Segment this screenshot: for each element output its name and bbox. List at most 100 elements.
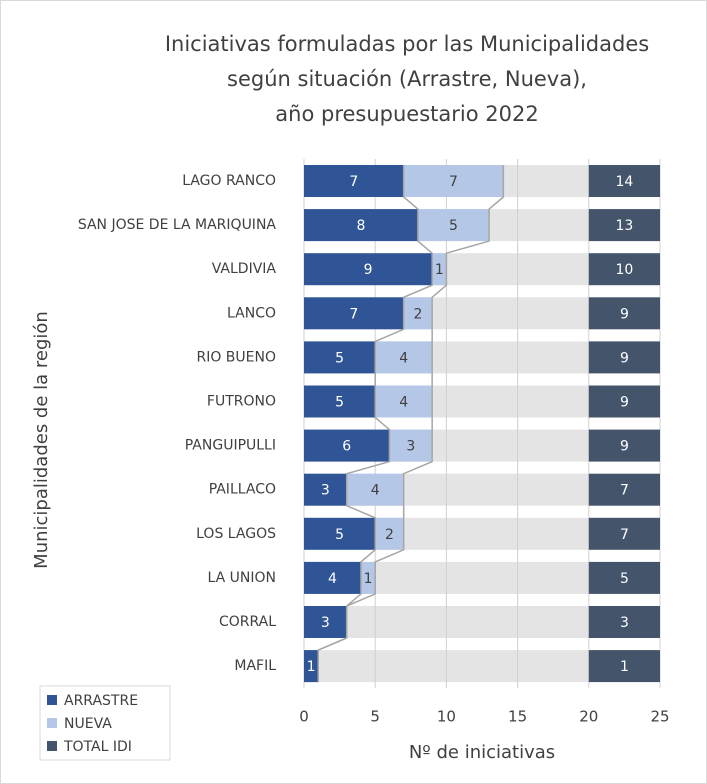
bar bbox=[304, 650, 319, 683]
data-label: 5 bbox=[335, 350, 344, 366]
y-tick-label: MAFIL bbox=[234, 658, 276, 674]
data-label: 1 bbox=[307, 659, 316, 675]
data-label: 3 bbox=[321, 483, 330, 499]
data-label: 8 bbox=[356, 218, 365, 234]
total-box bbox=[588, 385, 660, 418]
data-label: 4 bbox=[328, 571, 337, 587]
y-tick-label: FUTRONO bbox=[207, 394, 276, 410]
total-box bbox=[588, 473, 660, 506]
series-line bbox=[317, 165, 505, 683]
data-label: 14 bbox=[615, 174, 633, 190]
data-label: 7 bbox=[349, 174, 358, 190]
data-label: 5 bbox=[620, 571, 629, 587]
bar bbox=[403, 297, 433, 330]
y-tick-label: LA UNION bbox=[208, 570, 277, 586]
legend-label: ARRASTRE bbox=[64, 693, 138, 709]
total-box bbox=[588, 429, 660, 462]
y-tick-label: VALDIVIA bbox=[212, 261, 277, 277]
total-box bbox=[588, 253, 660, 286]
y-tick-label: LOS LAGOS bbox=[196, 526, 276, 542]
data-label: 4 bbox=[371, 483, 380, 499]
total-box bbox=[588, 650, 660, 683]
bar bbox=[304, 385, 376, 418]
bar bbox=[432, 253, 447, 286]
bar bbox=[360, 561, 376, 594]
data-label: 9 bbox=[364, 262, 373, 278]
x-tick-label: 10 bbox=[437, 708, 456, 726]
total-box bbox=[588, 341, 660, 374]
data-label: 9 bbox=[620, 395, 629, 411]
y-tick-label: RIO BUENO bbox=[196, 349, 276, 365]
bar bbox=[304, 429, 390, 462]
bar bbox=[304, 473, 347, 506]
data-label: 5 bbox=[449, 218, 458, 234]
x-tick-label: 20 bbox=[579, 708, 598, 726]
data-label: 5 bbox=[335, 527, 344, 543]
data-label: 7 bbox=[620, 483, 629, 499]
y-axis-label: Municipalidades de la región bbox=[31, 311, 52, 569]
data-label: 10 bbox=[615, 262, 633, 278]
chart-title: Iniciativas formuladas por las Municipal… bbox=[165, 32, 649, 56]
chart-title: según situación (Arrastre, Nueva), bbox=[227, 67, 587, 91]
data-label: 13 bbox=[615, 218, 633, 234]
legend-swatch bbox=[47, 741, 57, 751]
data-label: 7 bbox=[349, 306, 358, 322]
y-tick-label: PANGUIPULLI bbox=[185, 438, 276, 454]
data-label: 3 bbox=[406, 439, 415, 455]
legend-label: TOTAL IDI bbox=[63, 739, 132, 755]
legend-swatch bbox=[47, 718, 57, 728]
data-label: 1 bbox=[364, 571, 373, 587]
bar bbox=[304, 165, 404, 197]
x-tick-label: 15 bbox=[508, 708, 527, 726]
y-tick-label: PAILLACO bbox=[209, 482, 276, 498]
data-label: 4 bbox=[399, 350, 408, 366]
bar bbox=[346, 473, 404, 506]
total-box bbox=[588, 517, 660, 550]
data-label: 2 bbox=[413, 306, 422, 322]
data-label: 7 bbox=[620, 527, 629, 543]
bar bbox=[304, 297, 404, 330]
x-axis-label: Nº de iniciativas bbox=[409, 742, 555, 763]
bar bbox=[304, 341, 376, 374]
bar bbox=[375, 341, 433, 374]
bar bbox=[389, 429, 433, 462]
data-label: 1 bbox=[620, 659, 629, 675]
data-label: 3 bbox=[321, 615, 330, 631]
total-box bbox=[588, 561, 660, 594]
data-label: 9 bbox=[620, 439, 629, 455]
data-label: 7 bbox=[449, 174, 458, 190]
x-tick-label: 0 bbox=[299, 708, 309, 726]
x-tick-label: 25 bbox=[650, 708, 669, 726]
y-tick-label: LAGO RANCO bbox=[182, 173, 276, 189]
bar bbox=[375, 517, 404, 550]
data-label: 1 bbox=[435, 262, 444, 278]
data-label: 4 bbox=[399, 395, 408, 411]
legend-box bbox=[39, 685, 171, 761]
total-box bbox=[588, 165, 660, 197]
series-line bbox=[317, 165, 433, 683]
bar bbox=[304, 561, 361, 594]
data-label: 6 bbox=[342, 439, 351, 455]
y-tick-label: LANCO bbox=[227, 305, 276, 321]
data-label: 9 bbox=[620, 350, 629, 366]
bar bbox=[417, 209, 490, 242]
data-label: 2 bbox=[385, 527, 394, 543]
legend-swatch bbox=[47, 695, 57, 705]
x-tick-label: 5 bbox=[370, 708, 380, 726]
bar bbox=[403, 165, 504, 197]
data-label: 5 bbox=[335, 395, 344, 411]
bar bbox=[304, 209, 418, 242]
data-label: 9 bbox=[620, 306, 629, 322]
legend-label: NUEVA bbox=[64, 716, 112, 732]
bar bbox=[375, 385, 433, 418]
y-tick-label: SAN JOSE DE LA MARIQUINA bbox=[78, 217, 277, 233]
total-box bbox=[588, 297, 660, 330]
bar bbox=[304, 517, 376, 550]
total-box bbox=[588, 209, 660, 242]
data-label: 3 bbox=[620, 615, 629, 631]
bar bbox=[304, 253, 433, 286]
chart-title: año presupuestario 2022 bbox=[275, 102, 538, 126]
total-box bbox=[588, 606, 660, 638]
bar bbox=[304, 606, 347, 638]
